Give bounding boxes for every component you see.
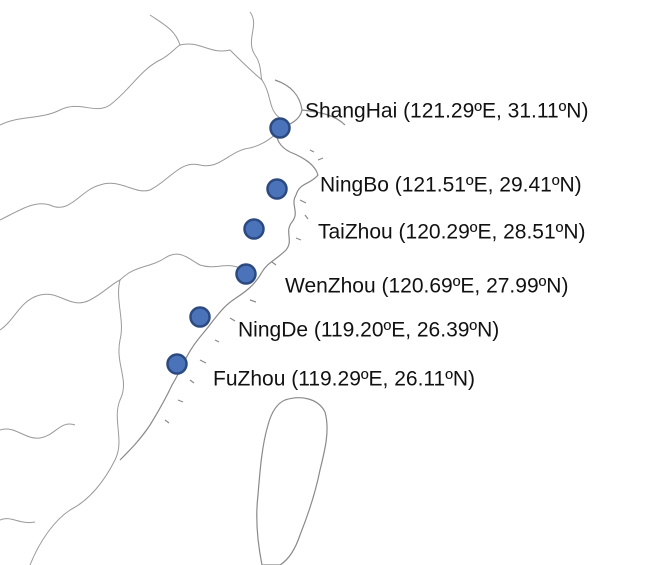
city-marker [269,117,291,139]
city-label: FuZhou (119.29ºE, 26.11ºN) [213,368,475,391]
border [249,11,263,81]
border [0,423,76,439]
border [0,279,124,565]
city-label: NingBo (121.51ºE, 29.41ºN) [320,174,582,197]
city-marker [189,306,211,328]
markers [166,117,291,375]
border [149,14,281,119]
border [0,518,36,524]
city-label: NingDe (119.20ºE, 26.39ºN) [238,319,499,342]
border [119,253,241,281]
coastline-estuary [301,109,346,126]
border [0,44,181,126]
taiwan [256,397,328,565]
city-label: TaiZhou (120.29ºE, 28.51ºN) [318,221,586,244]
coastline-main [119,79,319,461]
border [0,134,276,221]
city-marker [266,178,288,200]
city-label: WenZhou (120.69ºE, 27.99ºN) [285,275,568,298]
city-label: ShangHai (121.29ºE, 31.11ºN) [305,100,588,123]
city-marker [235,263,257,285]
labels: ShangHai (121.29ºE, 31.11ºN) NingBo (121… [213,100,588,391]
borders [0,11,281,565]
islands [164,149,324,424]
city-marker [166,353,188,375]
city-marker [243,218,265,240]
